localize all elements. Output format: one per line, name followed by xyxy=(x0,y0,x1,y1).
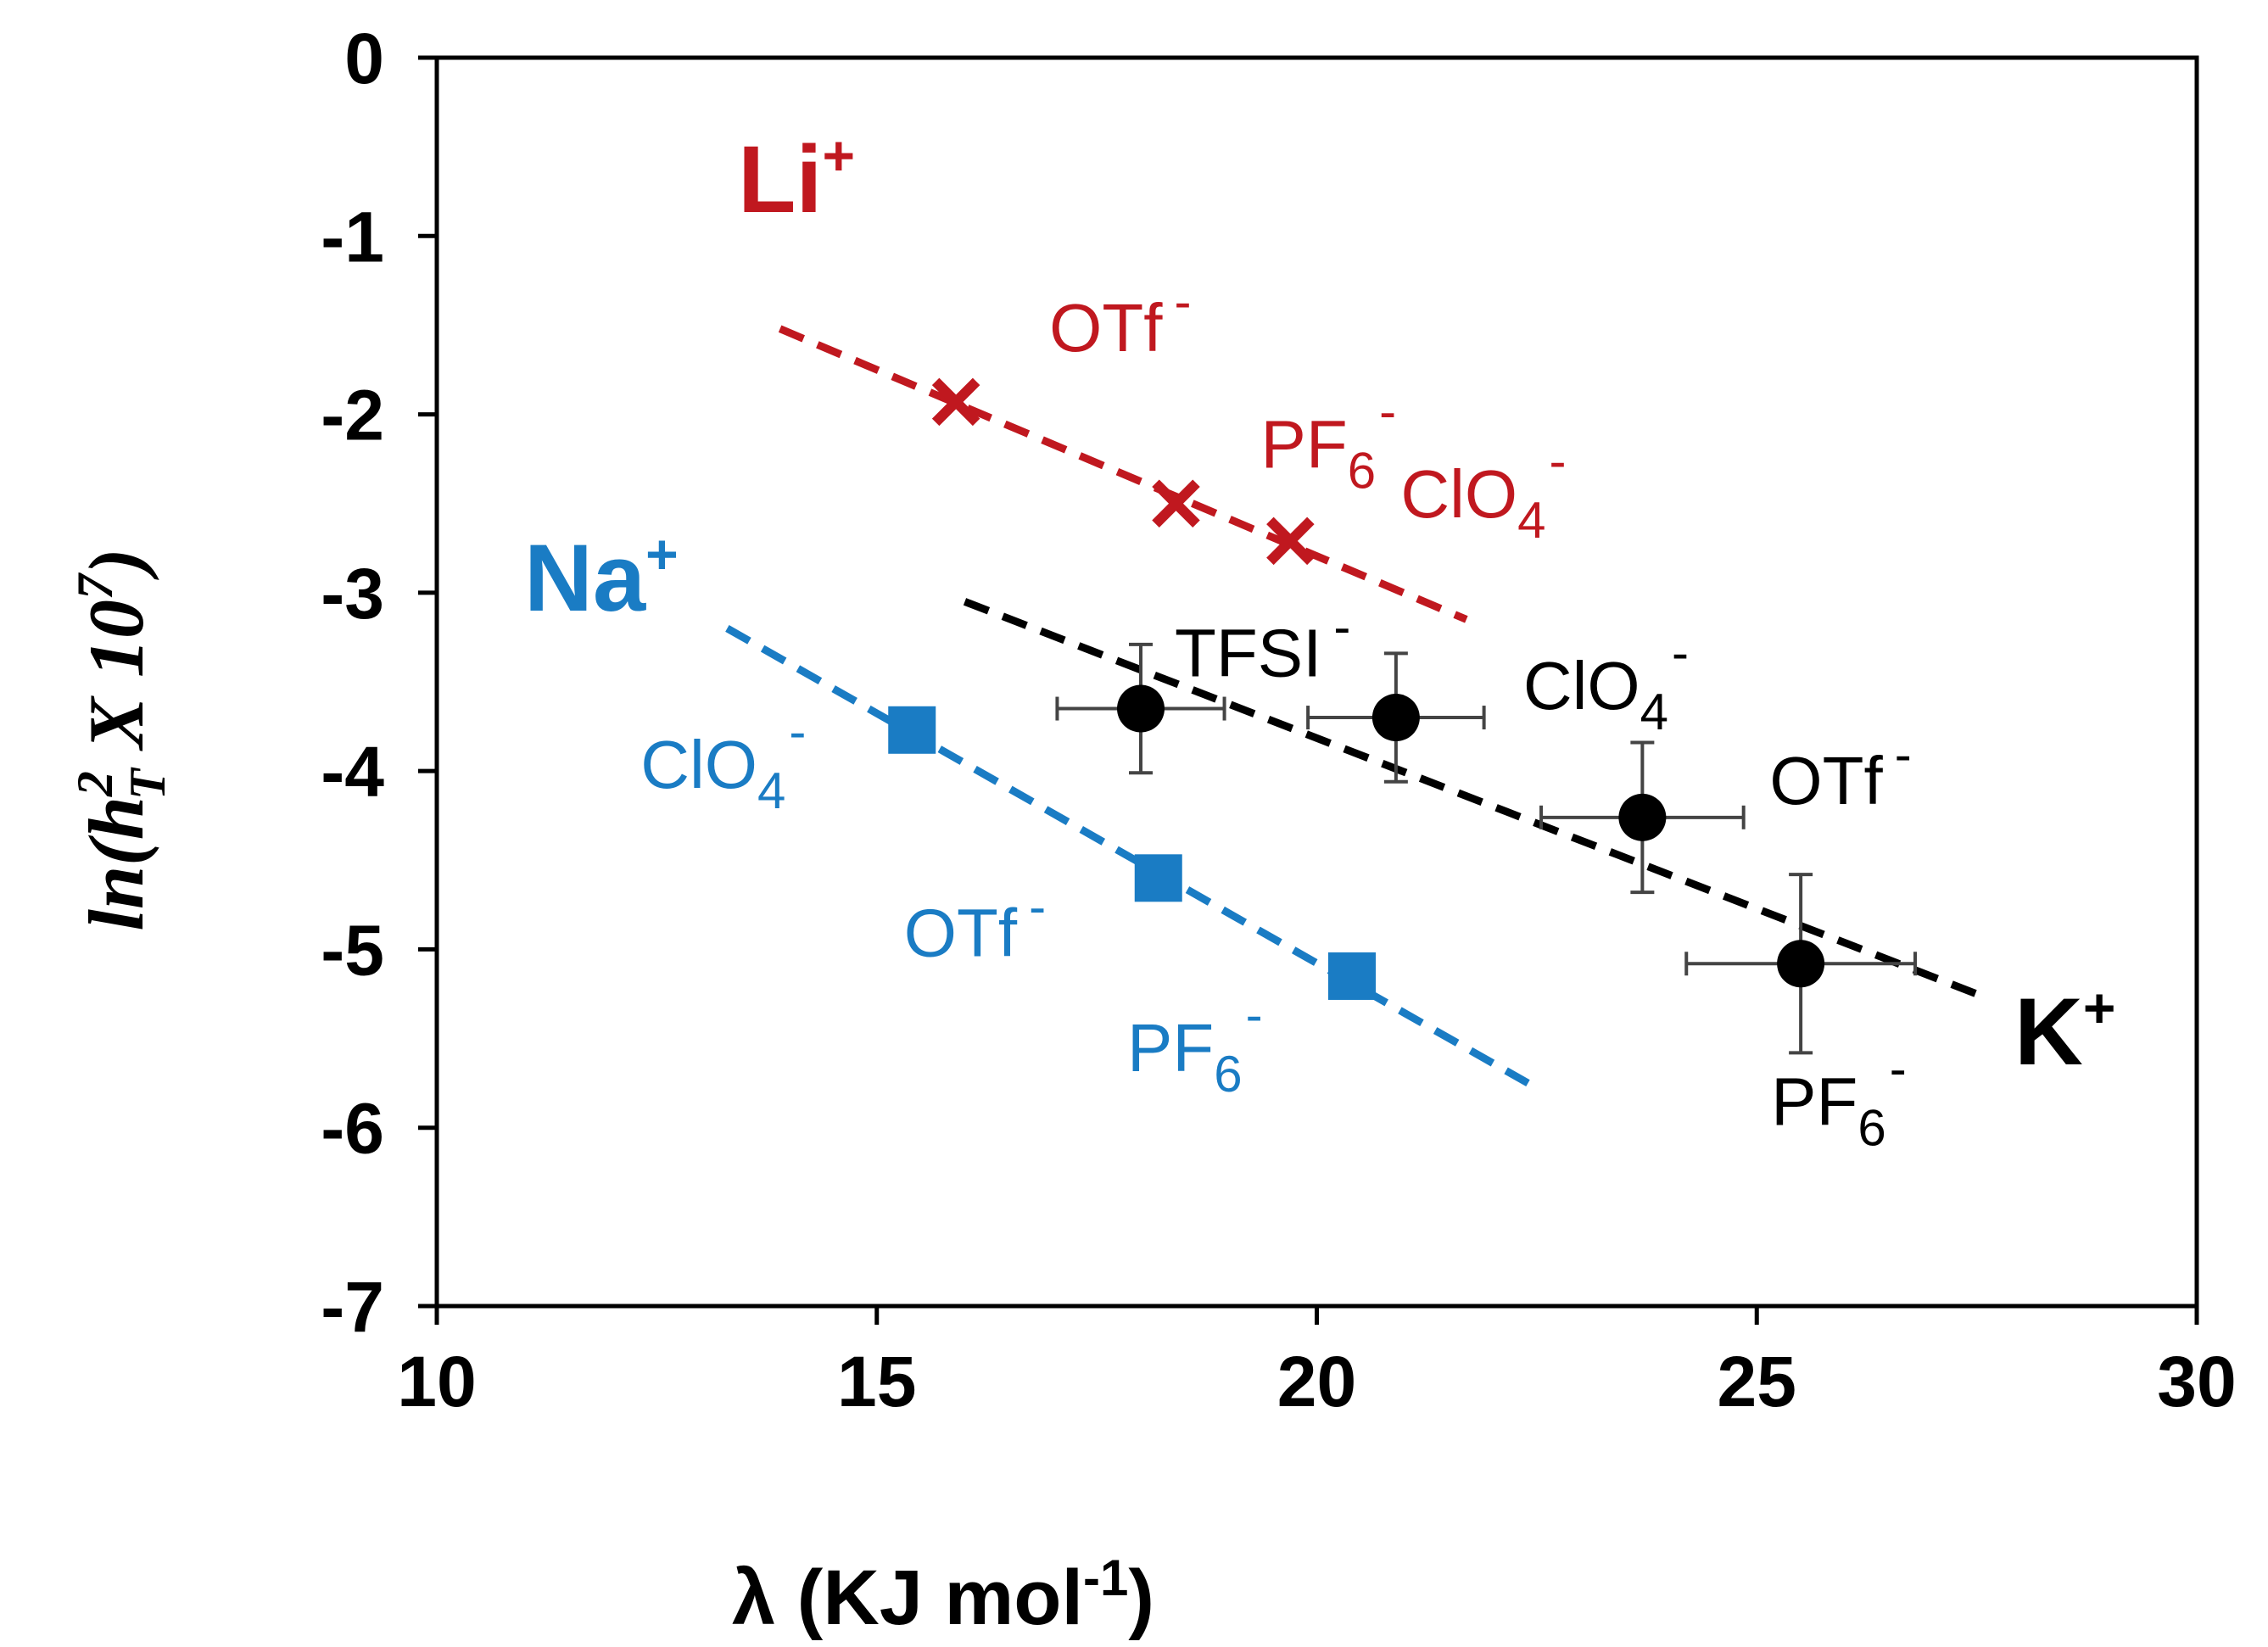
data-point-x-marker xyxy=(1152,479,1200,528)
y-tick-label: -7 xyxy=(321,1267,384,1347)
point-label: PF6- xyxy=(1127,986,1263,1103)
point-label: OTf - xyxy=(1049,273,1191,366)
point-label-sup: - xyxy=(1890,1040,1907,1097)
fit-lines xyxy=(725,325,1979,1087)
x-tick-label: 30 xyxy=(2157,1342,2236,1421)
point-label-sup: - xyxy=(1333,599,1350,656)
point-label: ClO4- xyxy=(1400,433,1566,549)
y-tick-label: -3 xyxy=(321,554,384,634)
x-axis-label-exponent: -1 xyxy=(1083,1549,1128,1606)
series-label-li: Li+ xyxy=(738,124,855,232)
y-axis-label: ln(h2T X 107) xyxy=(67,548,176,930)
series-label-charge: + xyxy=(645,522,679,585)
point-label: ClO4- xyxy=(1523,624,1689,740)
point-label-sub: 4 xyxy=(1640,684,1668,740)
point-label-base: ClO xyxy=(1400,456,1517,532)
data-point-square-marker xyxy=(888,706,936,754)
x-axis-label: λ (KJ mol-1) xyxy=(732,1549,1154,1641)
point-label: OTf - xyxy=(904,878,1046,970)
point-label-sup: - xyxy=(1174,273,1191,330)
x-tick-label: 25 xyxy=(1718,1342,1796,1421)
data-point-circle-marker xyxy=(1618,793,1667,841)
y-tick-label: -6 xyxy=(321,1089,384,1169)
x-tick-label: 20 xyxy=(1277,1342,1356,1421)
y-axis-label-main: ln(h xyxy=(73,796,159,931)
point-label-sup: - xyxy=(789,703,806,760)
point-label-sub: 4 xyxy=(757,762,785,819)
series-label-charge: + xyxy=(823,124,856,187)
fit-line-li xyxy=(778,325,1468,623)
data-point-x-marker xyxy=(1266,516,1315,566)
point-label-sup: - xyxy=(1379,383,1396,440)
y-tick-label: -1 xyxy=(321,197,384,276)
data-point-square-marker xyxy=(1328,952,1376,1000)
series-label-k: K+ xyxy=(2014,976,2115,1085)
error-bars xyxy=(1055,642,1917,1055)
fit-line-k xyxy=(963,598,1979,998)
point-label-base: TFSI xyxy=(1175,616,1321,691)
fit-line-na xyxy=(725,625,1530,1087)
series-label-name: Li xyxy=(738,126,823,232)
data-point-circle-marker xyxy=(1777,940,1825,988)
point-label-base: PF xyxy=(1127,1010,1214,1086)
point-label-sub: 6 xyxy=(1857,1099,1885,1156)
data-point-x-marker xyxy=(931,377,980,427)
point-label-sup: - xyxy=(1246,986,1263,1043)
point-label-sub: 4 xyxy=(1517,492,1545,549)
x-axis-label-main: λ (KJ mol xyxy=(732,1555,1083,1641)
y-tick-label: 0 xyxy=(344,19,384,98)
y-axis-label-close: ) xyxy=(73,548,159,580)
data-point-square-marker xyxy=(1134,854,1182,902)
point-label-base: OTf xyxy=(904,895,1018,970)
data-point-circle-marker xyxy=(1117,684,1165,733)
point-label: PF6- xyxy=(1771,1040,1907,1156)
point-label: ClO4- xyxy=(640,703,806,819)
y-axis-label-exp: 7 xyxy=(67,572,123,600)
point-label-base: ClO xyxy=(640,727,757,802)
y-tick-label: -2 xyxy=(321,376,384,455)
data-point-circle-marker xyxy=(1371,694,1420,742)
axis-ticks: 10 15 20 25 300-1-2-3-4-5-6-7 xyxy=(321,19,2236,1421)
series-label-name: K xyxy=(2014,979,2083,1085)
series-label-na: Na+ xyxy=(524,522,679,631)
point-label-base: ClO xyxy=(1523,648,1640,723)
y-axis-label-mid: X 10 xyxy=(73,600,159,768)
x-axis-label-close: ) xyxy=(1128,1555,1154,1641)
marker-stroke xyxy=(931,377,980,427)
data-markers xyxy=(888,377,1825,1000)
point-label-sup: - xyxy=(1895,726,1912,783)
point-label-sup: - xyxy=(1672,624,1689,681)
marker-stroke xyxy=(1266,516,1315,566)
marker-stroke xyxy=(1152,479,1200,528)
point-label: PF6- xyxy=(1261,383,1397,500)
point-label-sub: 6 xyxy=(1214,1046,1242,1103)
point-label: TFSI - xyxy=(1175,599,1350,691)
point-label-sub: 6 xyxy=(1348,443,1376,500)
point-label: OTf - xyxy=(1769,726,1911,818)
x-tick-label: 15 xyxy=(837,1342,916,1421)
point-label-base: OTf xyxy=(1769,743,1883,818)
y-axis-label-sub: T xyxy=(120,767,176,800)
point-labels: OTf -PF6-ClO4-ClO4-OTf -PF6-TFSI -ClO4-OTf -… xyxy=(640,273,1911,1156)
y-tick-label: -4 xyxy=(321,732,384,812)
point-label-base: OTf xyxy=(1049,290,1163,366)
point-label-base: PF xyxy=(1261,407,1348,483)
series-label-charge: + xyxy=(2083,976,2116,1039)
x-tick-label: 10 xyxy=(397,1342,476,1421)
point-label-sup: - xyxy=(1550,433,1567,489)
y-axis-label-sup: 2 xyxy=(67,771,123,797)
point-label-sup: - xyxy=(1029,878,1046,935)
series-labels: Li+Na+K+ xyxy=(524,124,2115,1085)
y-tick-label: -5 xyxy=(321,910,384,990)
series-label-name: Na xyxy=(524,525,646,631)
point-label-base: PF xyxy=(1771,1064,1857,1139)
